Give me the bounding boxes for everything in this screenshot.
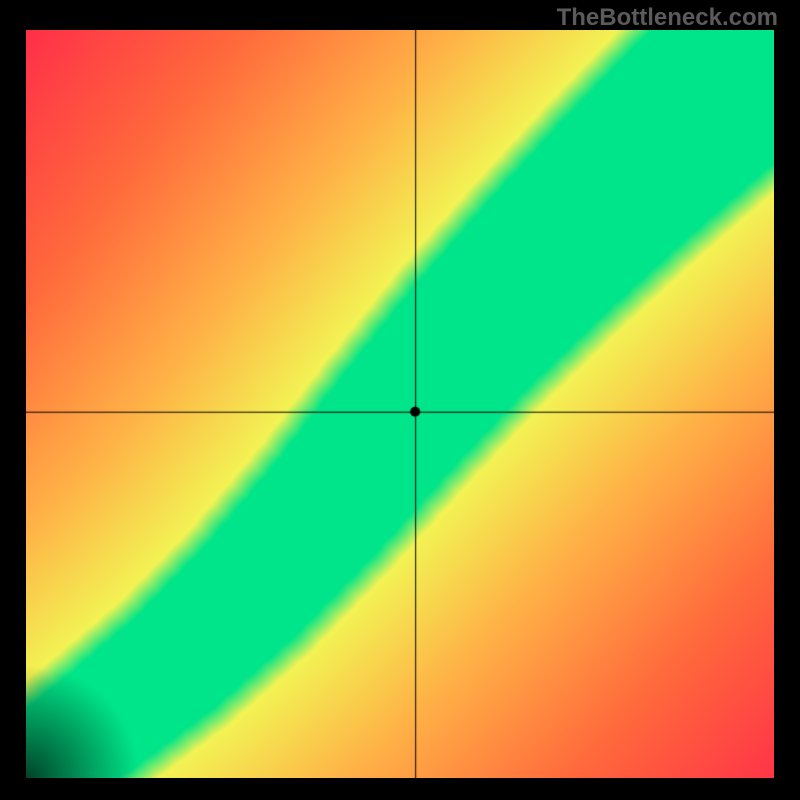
bottleneck-heatmap <box>26 30 774 778</box>
watermark-text: TheBottleneck.com <box>557 4 778 32</box>
chart-container: TheBottleneck.com <box>0 0 800 800</box>
